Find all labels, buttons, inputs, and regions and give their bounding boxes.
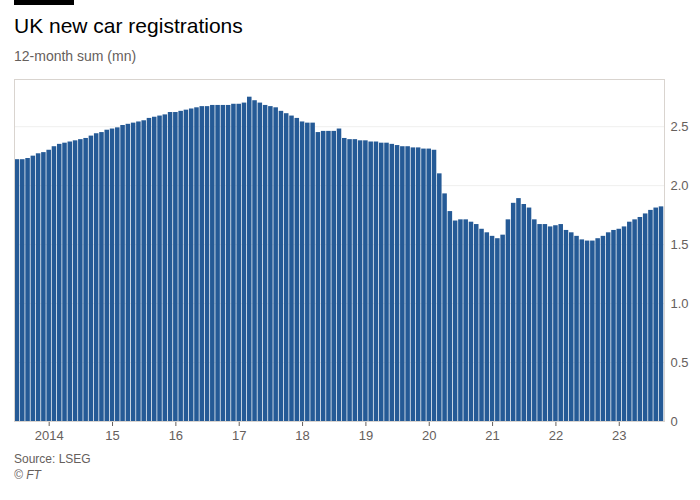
svg-text:18: 18 [295, 428, 309, 443]
svg-text:2.0: 2.0 [671, 178, 689, 193]
svg-text:1.5: 1.5 [671, 237, 689, 252]
svg-text:0.5: 0.5 [671, 355, 689, 370]
svg-text:1.0: 1.0 [671, 296, 689, 311]
svg-text:0: 0 [671, 414, 678, 429]
svg-text:21: 21 [485, 428, 499, 443]
svg-text:22: 22 [549, 428, 563, 443]
svg-text:15: 15 [105, 428, 119, 443]
html-text:Source: LSEG: Source: LSEG [14, 452, 91, 466]
html-text:UK new car registrations: UK new car registrations [14, 14, 243, 37]
svg-text:23: 23 [612, 428, 626, 443]
svg-text:2.5: 2.5 [671, 119, 689, 134]
svg-text:17: 17 [232, 428, 246, 443]
svg-text:19: 19 [359, 428, 373, 443]
svg-text:2014: 2014 [35, 428, 64, 443]
html-text:12-month sum (mn): 12-month sum (mn) [14, 48, 137, 64]
svg-text:16: 16 [169, 428, 183, 443]
svg-text:20: 20 [422, 428, 436, 443]
html-text:© FT: © FT [14, 468, 41, 482]
